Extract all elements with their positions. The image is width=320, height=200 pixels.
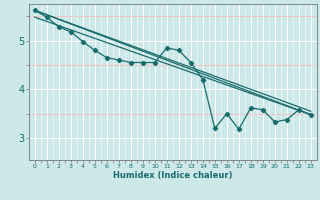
X-axis label: Humidex (Indice chaleur): Humidex (Indice chaleur)	[113, 171, 233, 180]
